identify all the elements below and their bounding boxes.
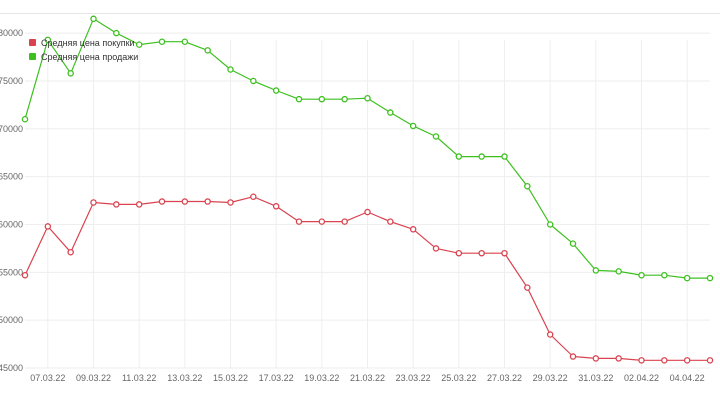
data-point[interactable]: [44, 223, 52, 230]
x-tick-label: 29.03.22: [533, 373, 568, 383]
data-point[interactable]: [272, 203, 280, 210]
data-point[interactable]: [204, 47, 211, 54]
data-point[interactable]: [364, 208, 371, 216]
data-point[interactable]: [67, 70, 74, 77]
data-point[interactable]: [21, 271, 29, 279]
x-tick-label: 09.03.22: [76, 373, 111, 383]
grid-lines: [0, 13, 720, 369]
y-tick-label: 50000: [0, 315, 23, 325]
y-tick-label: 80000: [0, 28, 23, 38]
data-point[interactable]: [204, 198, 211, 205]
data-point[interactable]: [706, 357, 714, 364]
data-point[interactable]: [90, 199, 97, 206]
x-tick-label: 25.03.22: [441, 373, 476, 383]
data-point[interactable]: [113, 201, 120, 208]
data-point[interactable]: [638, 357, 645, 364]
data-point[interactable]: [135, 41, 143, 48]
data-point[interactable]: [615, 268, 622, 275]
x-tick-label: 15.03.22: [213, 373, 248, 383]
x-tick-label: 13.03.22: [167, 373, 202, 383]
data-point[interactable]: [227, 199, 234, 206]
data-point[interactable]: [21, 115, 29, 123]
data-point[interactable]: [661, 271, 668, 279]
data-point[interactable]: [638, 271, 645, 279]
data-point[interactable]: [455, 153, 463, 160]
data-point[interactable]: [661, 357, 668, 364]
data-point[interactable]: [44, 36, 52, 44]
data-point[interactable]: [295, 95, 303, 103]
data-point[interactable]: [181, 38, 189, 45]
data-point[interactable]: [90, 15, 97, 23]
data-point[interactable]: [158, 38, 166, 45]
data-point[interactable]: [387, 218, 394, 225]
data-point[interactable]: [683, 274, 691, 282]
data-point[interactable]: [546, 331, 554, 338]
x-tick-label: 19.03.22: [304, 373, 339, 383]
data-point[interactable]: [478, 153, 485, 160]
data-point[interactable]: [501, 153, 508, 160]
axis-labels: 45000 50000 55000 60000 65000 70000 75000 80000…: [0, 28, 705, 383]
y-tick-label: 60000: [0, 219, 23, 229]
x-tick-label: 17.03.22: [259, 373, 294, 383]
data-point[interactable]: [181, 198, 189, 205]
data-point[interactable]: [478, 249, 485, 257]
series-layer: [21, 15, 714, 364]
data-point[interactable]: [592, 355, 600, 362]
x-tick-label: 21.03.22: [350, 373, 385, 383]
x-tick-label: 23.03.22: [396, 373, 431, 383]
data-point[interactable]: [318, 218, 326, 225]
legend-swatch-sell: [29, 53, 36, 60]
data-point[interactable]: [546, 221, 554, 228]
legend: Средняя цена покупки Средняя цена продаж…: [29, 38, 138, 62]
data-point[interactable]: [318, 95, 326, 103]
series-buy: [21, 193, 714, 364]
data-point[interactable]: [67, 248, 74, 256]
x-tick-label: 02.04.22: [624, 373, 659, 383]
data-point[interactable]: [409, 122, 417, 130]
data-point[interactable]: [387, 109, 394, 116]
data-point[interactable]: [455, 249, 463, 257]
data-point[interactable]: [341, 218, 348, 225]
x-tick-label: 04.04.22: [670, 373, 705, 383]
data-point[interactable]: [158, 198, 166, 205]
data-point[interactable]: [250, 77, 257, 85]
x-tick-label: 27.03.22: [487, 373, 522, 383]
data-point[interactable]: [250, 193, 257, 200]
series-sell: [21, 15, 714, 282]
data-point[interactable]: [432, 245, 440, 252]
y-tick-label: 75000: [0, 76, 23, 86]
data-point[interactable]: [113, 29, 120, 37]
data-point[interactable]: [409, 226, 417, 233]
data-point[interactable]: [432, 133, 440, 140]
data-point[interactable]: [592, 267, 600, 274]
data-point[interactable]: [615, 355, 622, 362]
x-tick-label: 11.03.22: [122, 373, 156, 383]
x-tick-label: 07.03.22: [30, 373, 65, 383]
data-point[interactable]: [569, 240, 577, 247]
legend-label-sell: Средняя цена продажи: [41, 52, 138, 62]
data-point[interactable]: [683, 357, 691, 364]
legend-swatch-buy: [29, 39, 36, 46]
data-point[interactable]: [135, 201, 143, 208]
data-point[interactable]: [341, 95, 348, 103]
y-tick-label: 45000: [0, 363, 23, 373]
legend-label-buy: Средняя цена покупки: [41, 38, 135, 48]
x-tick-label: 31.03.22: [578, 373, 613, 383]
data-point[interactable]: [569, 353, 577, 360]
data-point[interactable]: [706, 274, 714, 282]
y-tick-label: 55000: [0, 267, 23, 277]
data-point[interactable]: [227, 66, 234, 73]
data-point[interactable]: [272, 87, 280, 94]
y-tick-label: 70000: [0, 124, 23, 134]
data-point[interactable]: [524, 284, 531, 291]
data-point[interactable]: [364, 94, 371, 102]
y-tick-label: 65000: [0, 172, 23, 182]
data-point[interactable]: [524, 182, 531, 190]
data-point[interactable]: [501, 249, 508, 257]
data-point[interactable]: [295, 218, 303, 225]
